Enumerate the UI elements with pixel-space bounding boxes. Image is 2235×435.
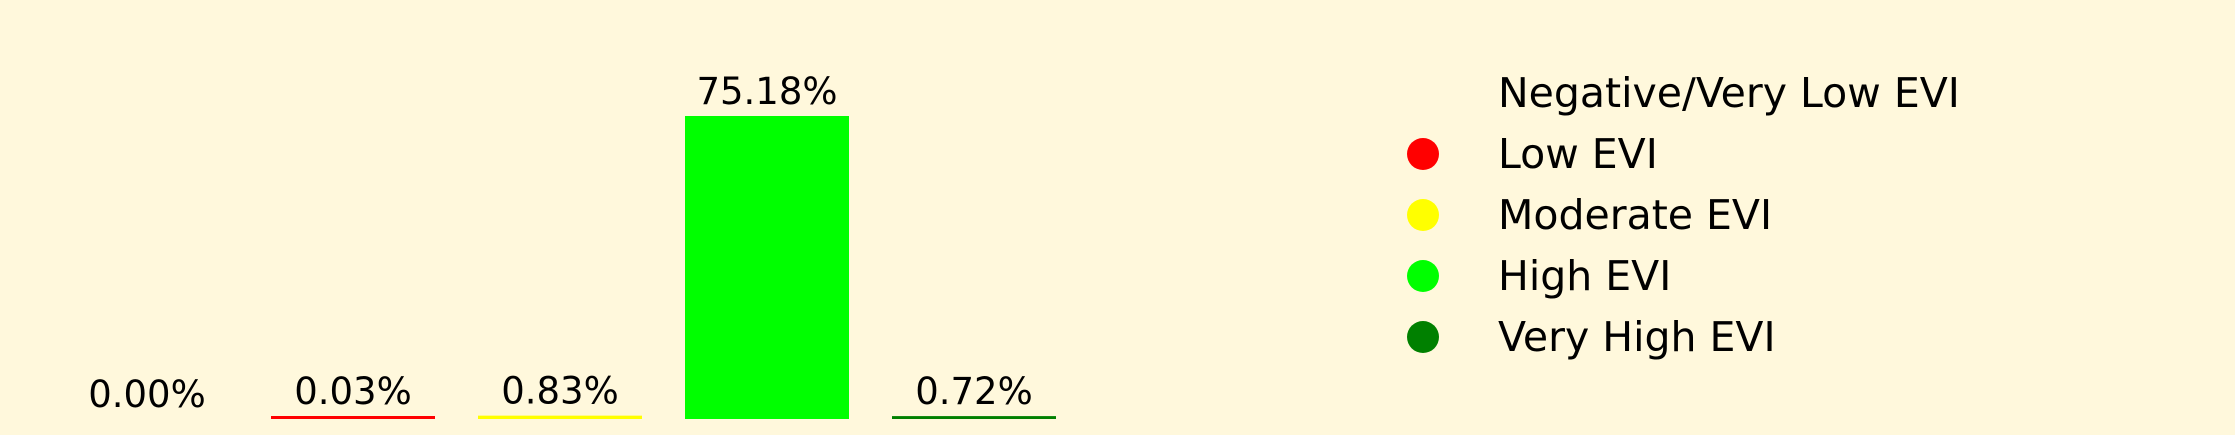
legend-label-3: High EVI: [1498, 252, 1671, 300]
data-label-1: 0.03%: [294, 370, 412, 413]
legend-marker-2: [1407, 199, 1439, 231]
bars-group: [271, 116, 1056, 419]
data-label-2: 0.83%: [501, 370, 619, 413]
legend-marker-0: [1407, 77, 1439, 109]
bar-3: [685, 116, 849, 419]
bar-2: [478, 415, 642, 419]
legend: Negative/Very Low EVI Low EVI Moderate EVI…: [1407, 69, 1960, 361]
legend-marker-3: [1407, 260, 1439, 292]
legend-marker-1: [1407, 138, 1439, 170]
bar-4: [892, 416, 1056, 419]
legend-label-1: Low EVI: [1498, 130, 1658, 178]
legend-marker-4: [1407, 321, 1439, 353]
legend-label-2: Moderate EVI: [1498, 191, 1772, 239]
data-label-0: 0.00%: [88, 373, 206, 416]
legend-label-4: Very High EVI: [1498, 313, 1776, 361]
bar-1: [271, 416, 435, 419]
data-label-4: 0.72%: [915, 370, 1033, 413]
data-label-3: 75.18%: [696, 70, 837, 113]
legend-label-0: Negative/Very Low EVI: [1498, 69, 1960, 117]
data-labels-group: 0.00% 0.03% 0.83% 75.18% 0.72%: [88, 70, 1033, 416]
